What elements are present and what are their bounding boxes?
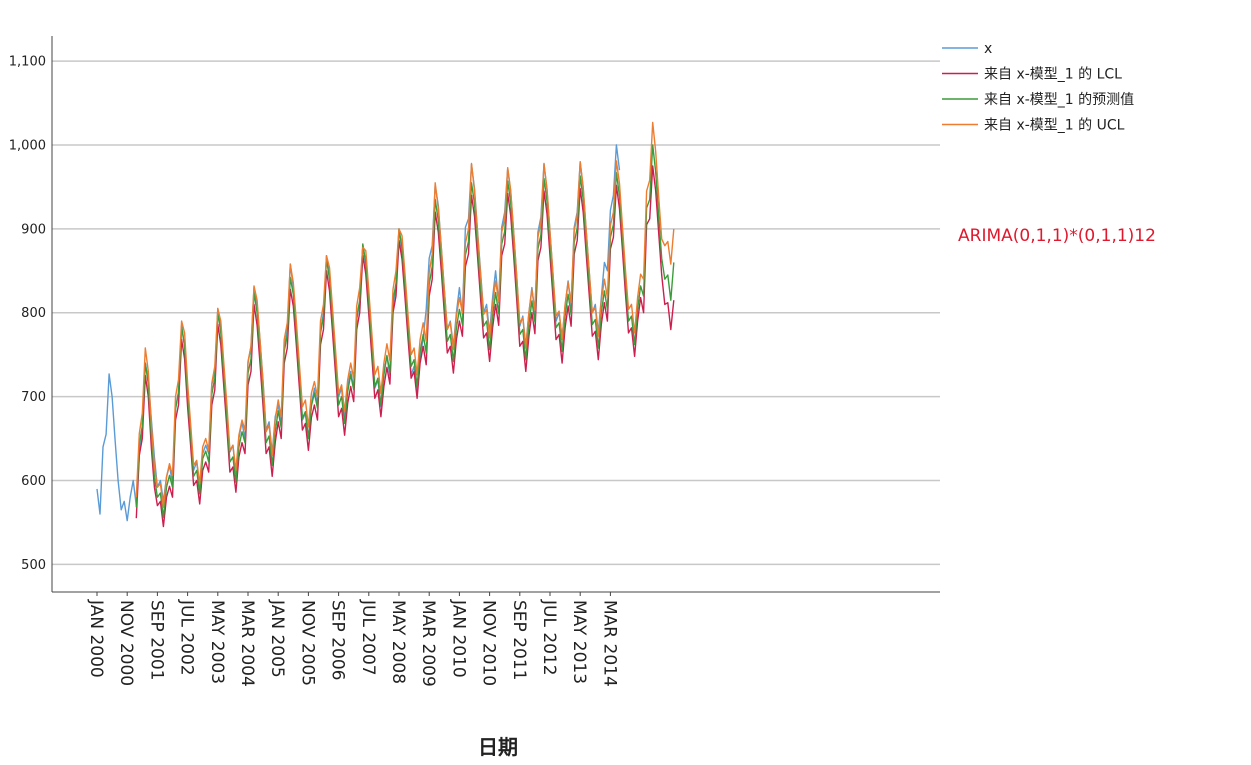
y-tick-label: 800 <box>21 306 46 321</box>
legend-label: 来自 x-模型_1 的 LCL <box>984 67 1122 83</box>
y-tick-label: 900 <box>21 222 46 237</box>
x-tick-label: NOV 2005 <box>297 600 317 686</box>
legend-label: 来自 x-模型_1 的 UCL <box>984 118 1125 134</box>
x-tick-label: JUL 2012 <box>539 599 559 676</box>
x-tick-label: SEP 2011 <box>509 600 529 680</box>
y-tick-labels: 500 600 700 800 900 1,000 1,100 <box>9 55 46 573</box>
x-tick-label: MAY 2013 <box>569 600 589 684</box>
x-tick-label: NOV 2010 <box>479 600 499 686</box>
x-tick-label: JAN 2010 <box>448 599 468 678</box>
gridlines <box>52 60 940 566</box>
x-tick-label: JAN 2000 <box>86 599 106 678</box>
x-axis-title: 日期 <box>478 735 518 759</box>
legend-label: 来自 x-模型_1 的预测值 <box>984 92 1134 108</box>
axes <box>51 36 940 593</box>
series-line-1 <box>135 165 675 528</box>
y-tick-label: 500 <box>21 558 46 573</box>
y-tick-label: 700 <box>21 390 46 405</box>
legend-label: x <box>984 41 992 57</box>
y-tick-label: 1,100 <box>9 55 46 70</box>
series-lines <box>96 121 675 528</box>
y-tick-label: 1,000 <box>9 139 46 154</box>
x-tick-label: JUL 2007 <box>358 599 378 676</box>
x-tick-label: SEP 2001 <box>146 600 166 680</box>
series-line-3 <box>135 121 675 508</box>
x-tick-labels: JAN 2000 NOV 2000 SEP 2001 JUL 2002 MAY 2003… <box>86 592 619 687</box>
x-tick-label: MAY 2003 <box>207 600 227 684</box>
x-tick-label: MAR 2009 <box>418 600 438 687</box>
model-annotation: ARIMA(0,1,1)*(0,1,1)12 <box>958 226 1156 246</box>
x-tick-label: SEP 2006 <box>328 600 348 680</box>
x-tick-label: NOV 2000 <box>116 600 136 686</box>
x-tick-label: MAR 2004 <box>237 600 257 687</box>
x-tick-label: MAR 2014 <box>599 600 619 687</box>
x-tick-label: JAN 2005 <box>267 599 287 678</box>
x-tick-label: JUL 2002 <box>177 599 197 676</box>
series-line-0 <box>96 144 621 522</box>
y-tick-label: 600 <box>21 474 46 489</box>
x-tick-label: MAY 2008 <box>388 600 408 684</box>
series-line-2 <box>135 144 675 519</box>
